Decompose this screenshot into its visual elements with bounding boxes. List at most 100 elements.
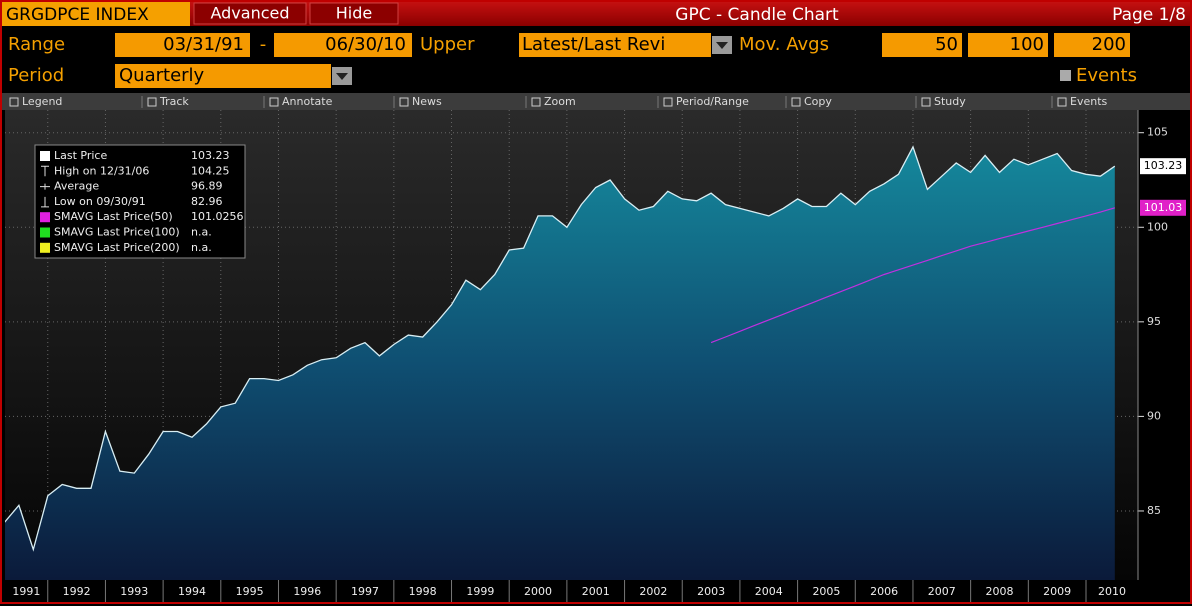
- mov-avg-field[interactable]: [1054, 33, 1130, 57]
- range-label: Range: [8, 34, 65, 55]
- legend-swatch: [40, 212, 50, 223]
- y-tick-label: 90: [1147, 409, 1161, 422]
- x-tick-label: 2008: [985, 585, 1013, 598]
- events-label[interactable]: Events: [1076, 65, 1137, 86]
- window-title: GPC - Candle Chart: [675, 5, 839, 25]
- date-dash: -: [260, 34, 267, 55]
- mov-avg[interactable]: 200: [1092, 34, 1126, 55]
- toolbar-button[interactable]: Track: [159, 95, 189, 108]
- toolbar-button[interactable]: News: [412, 95, 442, 108]
- x-tick-label: 1997: [351, 585, 379, 598]
- y-tick-label: 100: [1147, 220, 1168, 233]
- toolbar-icon: [269, 97, 279, 107]
- legend-value: 96.89: [191, 180, 223, 193]
- end-tag: 103.23: [1144, 159, 1183, 172]
- legend-label: Last Price: [54, 149, 107, 162]
- legend-box: [34, 144, 246, 259]
- dropdown-arrow: [336, 73, 348, 80]
- legend-label: Average: [54, 180, 99, 193]
- legend-value: n.a.: [191, 226, 212, 239]
- legend-swatch: [40, 242, 50, 253]
- toolbar-icon: [531, 97, 541, 107]
- mov-avg[interactable]: 50: [935, 34, 958, 55]
- end-date[interactable]: 06/30/10: [325, 34, 406, 55]
- mov-avgs-label: Mov. Avgs: [739, 34, 829, 55]
- end-tag-box: [1140, 158, 1186, 175]
- x-tick-label: 2000: [524, 585, 552, 598]
- hide-button[interactable]: [309, 2, 399, 25]
- x-tick-label: 1996: [293, 585, 321, 598]
- toolbar-button[interactable]: Period/Range: [676, 95, 749, 108]
- x-tick-label: 1992: [63, 585, 91, 598]
- x-tick-label: 2009: [1043, 585, 1071, 598]
- period-value[interactable]: Quarterly: [119, 65, 205, 86]
- toolbar-button[interactable]: Annotate: [282, 95, 333, 108]
- hide-label[interactable]: Hide: [336, 4, 372, 23]
- legend-value: n.a.: [191, 241, 212, 254]
- x-tick-label: 1994: [178, 585, 206, 598]
- legend-label: SMAVG Last Price(50): [54, 210, 173, 223]
- x-tick-label: 1993: [120, 585, 148, 598]
- x-tick-label: 2002: [639, 585, 667, 598]
- legend-swatch: [40, 227, 50, 238]
- ticker-box: [2, 2, 190, 26]
- legend-label: SMAVG Last Price(100): [54, 226, 180, 239]
- start-date[interactable]: 03/31/91: [163, 34, 244, 55]
- start-date-field[interactable]: [115, 33, 250, 57]
- x-axis-band: [2, 580, 1190, 602]
- events-checkbox[interactable]: [1060, 70, 1071, 81]
- legend-value: 104.25: [191, 164, 230, 177]
- dropdown-arrow: [716, 42, 728, 49]
- x-tick-label: 2006: [870, 585, 898, 598]
- upper-value[interactable]: Latest/Last Revi: [522, 34, 665, 55]
- legend-value: 101.0256: [191, 210, 244, 223]
- toolbar-button[interactable]: Zoom: [544, 95, 576, 108]
- end-date-field[interactable]: [274, 33, 412, 57]
- end-tag-box: [1140, 199, 1186, 216]
- y-tick-label: 95: [1147, 315, 1161, 328]
- sma-line: [710, 207, 1115, 344]
- ticker: GRGDPCE INDEX: [6, 5, 149, 25]
- end-tag: 101.03: [1144, 201, 1183, 214]
- upper-field[interactable]: [519, 33, 711, 57]
- x-tick-label: 2001: [582, 585, 610, 598]
- toolbar-button[interactable]: Legend: [22, 95, 62, 108]
- x-tick-label: 1999: [466, 585, 494, 598]
- period-label: Period: [8, 65, 64, 86]
- legend-value: 82.96: [191, 195, 223, 208]
- mov-avg-field[interactable]: [968, 33, 1048, 57]
- toolbar-button[interactable]: Events: [1070, 95, 1108, 108]
- x-tick-label: 2005: [812, 585, 840, 598]
- legend-label: High on 12/31/06: [54, 164, 149, 177]
- toolbar-icon: [663, 97, 673, 107]
- upper-label: Upper: [420, 34, 475, 55]
- area: [5, 146, 1115, 580]
- legend-icon: [40, 183, 50, 190]
- toolbar-icon: [1057, 97, 1067, 107]
- x-tick-label: 1998: [409, 585, 437, 598]
- x-tick-label: 2003: [697, 585, 725, 598]
- mov-avg-field[interactable]: [882, 33, 962, 57]
- period-field[interactable]: [115, 64, 331, 88]
- y-tick-label: 85: [1147, 504, 1161, 517]
- plot: [5, 110, 1138, 580]
- toolbar-icon: [921, 97, 931, 107]
- toolbar-button[interactable]: Study: [934, 95, 966, 108]
- price-line: [5, 145, 1116, 552]
- mov-avg[interactable]: 100: [1010, 34, 1044, 55]
- legend-swatch: [40, 151, 50, 161]
- toolbar-button[interactable]: Copy: [804, 95, 832, 108]
- legend-label: Low on 09/30/91: [54, 195, 146, 208]
- legend-icon: [41, 165, 49, 177]
- toolbar-icon: [147, 97, 157, 107]
- legend-label: SMAVG Last Price(200): [54, 241, 180, 254]
- x-tick-label: 1991: [12, 585, 40, 598]
- toolbar-icon: [9, 97, 19, 107]
- x-tick-label: 2010: [1098, 585, 1126, 598]
- toolbar-icon: [399, 97, 409, 107]
- advanced-button[interactable]: [193, 2, 307, 25]
- legend-icon: [41, 196, 49, 208]
- advanced-label[interactable]: Advanced: [210, 4, 289, 23]
